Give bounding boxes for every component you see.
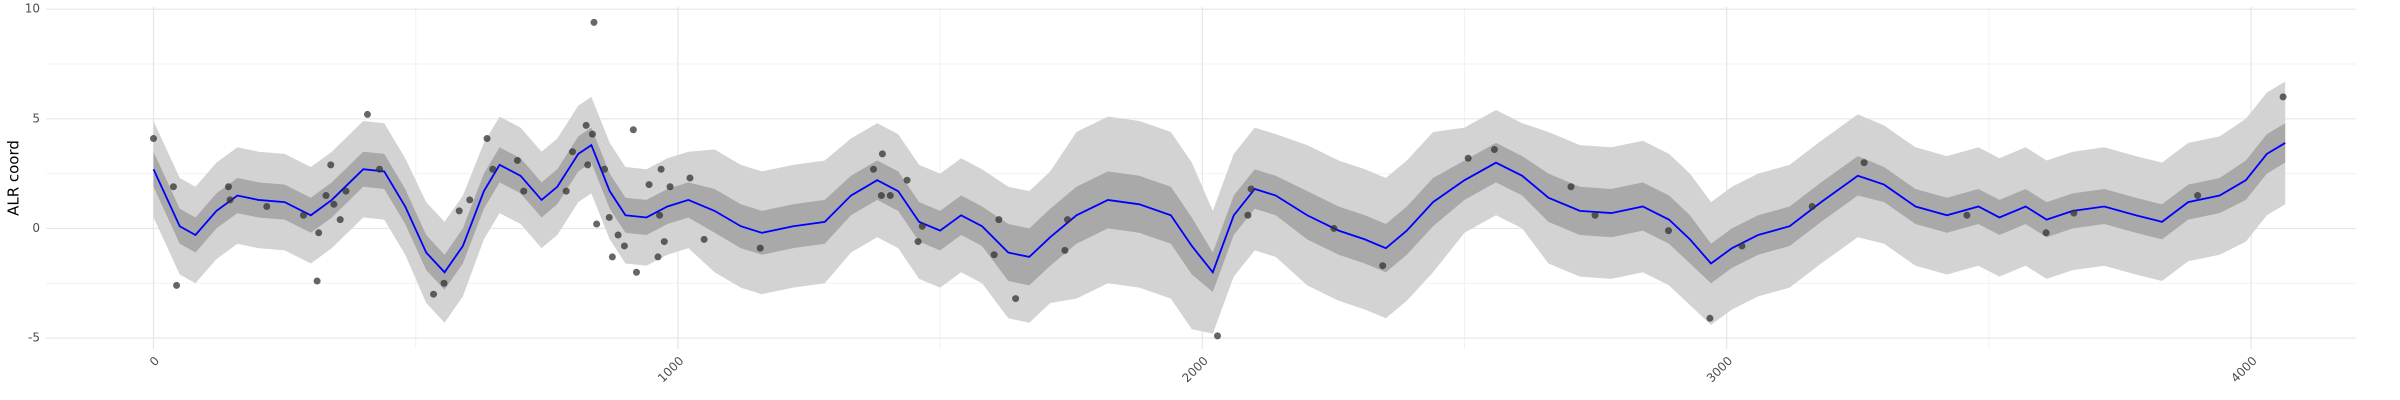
data-point	[1963, 211, 1971, 219]
data-point	[629, 126, 637, 134]
mean-line	[152, 142, 2286, 275]
data-point	[914, 238, 922, 246]
data-point	[1464, 154, 1472, 162]
data-point	[489, 165, 497, 173]
x-tick-label: 1000	[655, 354, 686, 385]
x-tick-label: 4000	[2228, 354, 2259, 385]
y-tick-label: 5	[32, 111, 40, 125]
data-point	[620, 242, 628, 250]
confidence-band	[153, 123, 2286, 292]
data-point	[1247, 185, 1255, 193]
data-point	[1064, 216, 1072, 224]
data-point	[632, 268, 640, 276]
data-point	[562, 187, 570, 195]
data-point	[520, 187, 528, 195]
data-point	[224, 183, 232, 191]
data-point	[656, 211, 664, 219]
data-point	[1012, 295, 1020, 303]
data-point	[756, 244, 764, 252]
x-tick-label: 2000	[1179, 354, 1210, 385]
data-point	[150, 135, 158, 143]
confidence-band	[153, 81, 2286, 334]
data-point	[1665, 227, 1673, 235]
data-point	[330, 200, 338, 208]
data-point	[569, 148, 577, 156]
data-point	[2279, 93, 2287, 101]
data-point	[593, 220, 601, 228]
data-point	[645, 181, 653, 189]
data-point	[608, 253, 616, 261]
data-point	[1379, 262, 1387, 270]
data-point	[1567, 183, 1575, 191]
data-point	[455, 207, 463, 215]
data-point	[169, 183, 177, 191]
data-point	[660, 238, 668, 246]
data-point	[654, 253, 662, 261]
data-point	[2070, 209, 2078, 217]
data-point	[226, 196, 234, 204]
data-point	[1860, 159, 1868, 167]
data-point	[315, 229, 323, 237]
data-point	[483, 135, 491, 143]
data-point	[342, 187, 350, 195]
data-point	[600, 165, 608, 173]
data-point	[336, 216, 344, 224]
data-point	[376, 165, 384, 173]
data-point	[878, 150, 886, 158]
data-point	[657, 165, 665, 173]
data-point	[440, 279, 448, 287]
data-point	[1244, 211, 1252, 219]
data-point	[877, 192, 885, 200]
data-point	[1591, 211, 1599, 219]
data-point	[700, 235, 708, 243]
data-point	[1214, 332, 1222, 340]
data-point	[903, 176, 911, 184]
data-point	[605, 213, 613, 221]
y-tick-label: -5	[28, 331, 40, 345]
data-point	[1490, 146, 1498, 153]
data-point	[322, 192, 330, 200]
data-point	[614, 231, 622, 239]
data-point	[582, 121, 590, 129]
data-point	[918, 222, 926, 230]
data-point	[2194, 192, 2202, 200]
data-point	[313, 277, 321, 285]
data-point	[1330, 224, 1338, 232]
data-point	[686, 174, 694, 182]
x-tick-label: 3000	[1704, 354, 1735, 385]
y-tick-label: 0	[32, 221, 40, 235]
data-point	[588, 130, 596, 138]
data-point	[886, 192, 894, 200]
data-point	[466, 196, 474, 204]
data-point	[584, 161, 592, 169]
y-axis-title: ALR coord	[5, 140, 23, 216]
x-tick-label: 0	[147, 354, 162, 369]
data-point	[327, 161, 335, 169]
data-point	[990, 251, 998, 259]
data-point	[1706, 314, 1714, 322]
y-tick-label: 10	[25, 2, 40, 16]
data-point	[430, 290, 438, 298]
data-point	[1808, 203, 1816, 210]
data-point	[1061, 246, 1069, 254]
data-point	[263, 203, 271, 210]
data-point	[173, 281, 181, 289]
data-point	[363, 110, 371, 118]
data-point	[1738, 242, 1746, 250]
data-point	[513, 156, 521, 164]
data-point	[995, 216, 1003, 224]
data-point	[2042, 229, 2050, 237]
data-point	[870, 165, 878, 173]
data-point	[299, 211, 307, 219]
data-point	[590, 18, 598, 26]
data-point	[666, 183, 674, 191]
